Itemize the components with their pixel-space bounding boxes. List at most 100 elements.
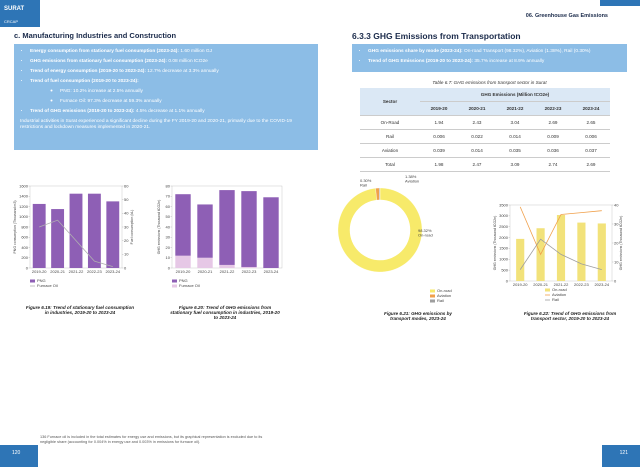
legend-swatch [430,299,435,303]
y-tick-label: 1500 [499,246,509,251]
bullet-label: Trend of energy consumption (2019-20 to … [30,69,146,74]
page-tab [602,445,640,467]
legend-label: PNG [179,278,188,283]
bullet: GHG emissions from stationary fuel consu… [30,57,312,67]
table-row: Sector GHG Emissions (Million tCO2e) [360,88,610,116]
legend-label: On-road [552,287,567,292]
y-tick-label: 3000 [499,213,509,218]
x-tick-label: 2022-23 [87,269,102,274]
table-cell: 3.09 [496,157,534,172]
legend-swatch [172,284,177,288]
table-cell: 0.037 [572,143,610,158]
page-tab [0,445,38,467]
left-title: c. Manufacturing Industries and Construc… [14,31,177,40]
bullet-list: GHG emissions share by mode (2023-24): O… [358,47,621,67]
bar-segment [241,191,257,267]
table-cell: 0.035 [496,143,534,158]
y-tick-label: 0 [506,278,509,283]
sub-bullet: PNG: 10.2% increase at 2.5% annually [60,87,312,97]
bullet-label: Trend of fuel consumption (2019-20 to 20… [30,79,139,84]
table-cell: 0.014 [496,129,534,144]
figure-caption: Figure 6.20: Trend of GHG emissions from… [170,305,280,320]
x-tick-label: 2021-22 [554,282,569,287]
table-cell: 2.74 [534,157,572,172]
y-tick-label: 500 [501,267,508,272]
y-tick-label: 0 [124,265,127,270]
bar [32,203,46,268]
x-tick-label: 2019-20 [513,282,528,287]
bullet: GHG emissions share by mode (2023-24): O… [368,47,621,57]
table-row: Total 1.98 2.47 3.09 2.74 2.69 [360,157,610,172]
table-header: 2020-21 [458,101,496,116]
bullet: Trend of energy consumption (2019-20 to … [30,67,312,77]
bullet-text: 0.08 million tCO2e [167,59,208,64]
y-tick-label: 1000 [19,214,29,219]
bar [577,222,586,281]
y-tick-label: 10 [166,255,171,260]
y-tick-label: 60 [124,183,129,188]
y-tick-label: 1000 [499,257,509,262]
axis-label: GHG emissions (Thousand tCO2e) [157,200,161,254]
slice-label: 98.32% [418,228,432,233]
bullet: Energy consumption from stationary fuel … [30,47,312,57]
y-tick-label: 40 [166,224,171,229]
bullet-label: GHG emissions share by mode (2023-24): [368,49,463,54]
x-tick-label: 2021-22 [69,269,84,274]
legend-label: On-road [437,288,452,293]
y-tick-label: 0 [614,278,617,283]
legend-label: Aviation [552,292,566,297]
table-cell: 2.65 [572,115,610,130]
table-cell: 1.94 [420,115,458,130]
bar-segment [175,194,191,256]
y-tick-label: 0 [26,265,29,270]
y-tick-label: 50 [124,197,129,202]
table-cell: 0.039 [420,143,458,158]
table-cell: Total [360,157,420,172]
x-tick-label: 2020-21 [533,282,548,287]
x-tick-label: 2023-24 [105,269,120,274]
legend-swatch [172,279,177,283]
y-tick-label: 80 [166,183,171,188]
x-tick-label: 2022-23 [242,269,257,274]
y-tick-label: 800 [21,224,28,229]
y-tick-label: 1200 [19,204,29,209]
axis-label: GHG emissions (Thousand tCO2e) [619,216,623,270]
bar [69,193,83,268]
slice-name: Aviation [405,179,419,184]
bullet-label: Trend of GHG emissions (2019-20 to 2023-… [30,109,135,114]
x-tick-label: 2020-21 [50,269,65,274]
page-number: 121 [619,450,628,456]
donut-hole [349,199,411,261]
bullet-text: 4.5% decrease at 1.1% annually [134,109,205,114]
header-strip [600,0,640,6]
y-tick-label: 30 [614,221,619,226]
y-tick-label: 2000 [499,235,509,240]
footnote: 136 Furnace oil is included in the total… [40,435,263,444]
table-cell: Rail [360,129,420,144]
line [39,219,113,268]
figure-caption: Figure 6.21: GHG emissions by transport … [384,311,452,321]
section-header: 06. Greenhouse Gas Emissions [525,13,608,19]
table-cell: 0.006 [572,129,610,144]
y-tick-label: 20 [614,240,619,245]
axis-label: GHG emissions (Thousand tCO2e) [493,216,497,270]
y-tick-label: 1400 [19,194,29,199]
table-row: On-Road 1.94 2.43 3.04 2.69 2.65 [360,115,610,130]
bar [106,201,120,268]
table-cell: 2.69 [572,157,610,172]
table-header: GHG Emissions (Million tCO2e) [420,88,610,102]
table-caption: Table 6.7: GHG emissions from transport … [432,80,547,85]
table-cell: 3.04 [496,115,534,130]
legend-label: Furnace Oil [179,283,200,288]
table-cell: 0.009 [534,129,572,144]
bar-segment [241,266,257,268]
bullet-text: 1.60 million GJ [179,49,213,54]
table-cell: 0.006 [420,129,458,144]
table-cell: 2.43 [458,115,496,130]
y-tick-label: 70 [166,194,171,199]
bar [597,223,606,281]
y-tick-label: 0 [168,265,171,270]
y-tick-label: 10 [124,252,129,257]
table-row: Aviation 0.039 0.014 0.035 0.036 0.037 [360,143,610,158]
